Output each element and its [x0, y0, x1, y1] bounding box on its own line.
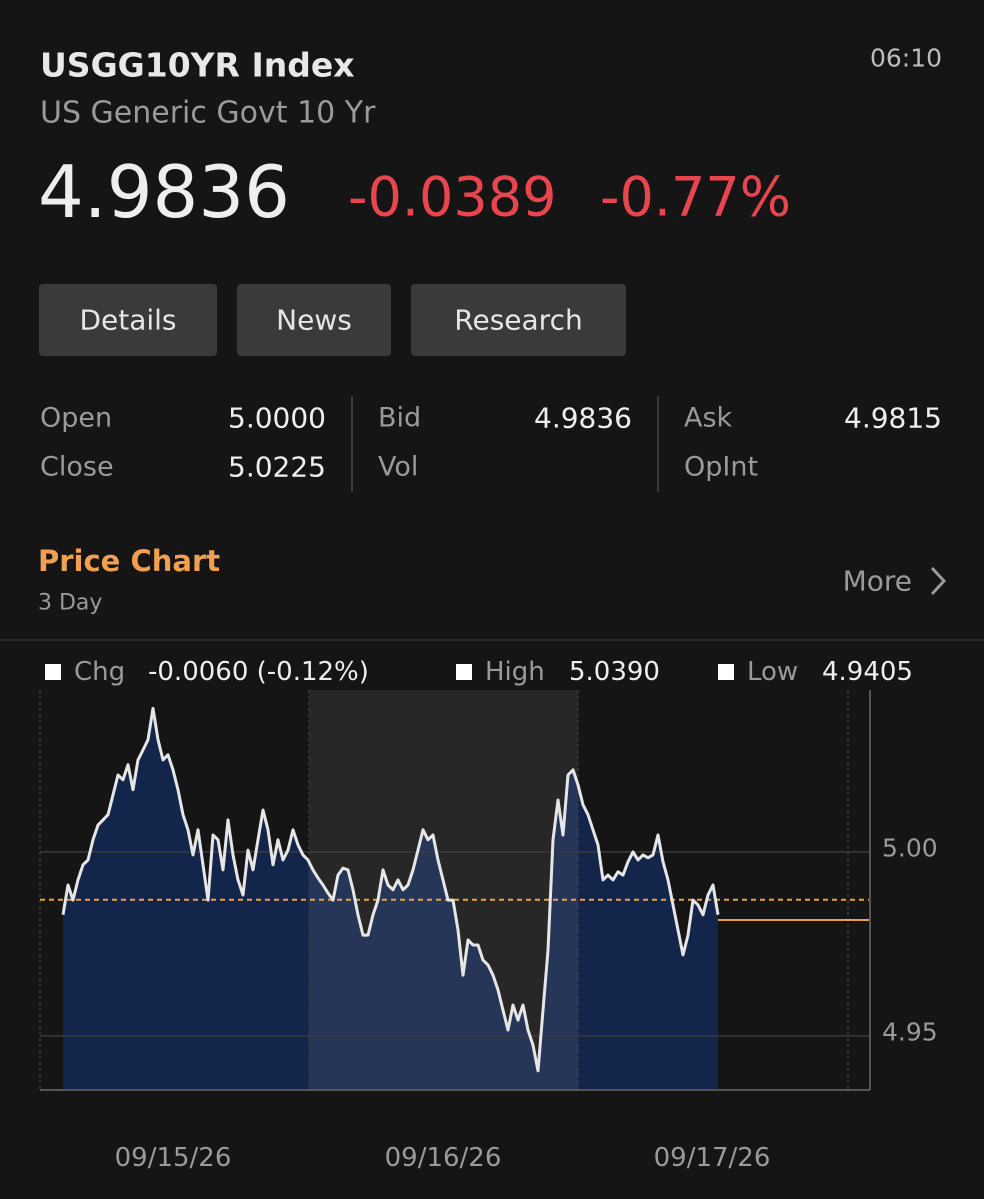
change-pct: -0.77%	[600, 166, 791, 229]
tab-label[interactable]: Details	[79, 304, 176, 337]
tab-label[interactable]: News	[276, 304, 352, 337]
stat-value: 5.0390	[569, 657, 660, 687]
stat-value: -0.0060 (-0.12%)	[148, 657, 369, 687]
price: 4.9836	[38, 150, 290, 234]
quote-label: Ask	[684, 403, 733, 434]
x-tick-label: 09/17/26	[654, 1143, 771, 1173]
quote-value: 5.0000	[228, 402, 326, 435]
legend-swatch	[718, 664, 734, 680]
quote-value: 5.0225	[228, 451, 326, 484]
price-line	[61, 706, 720, 1073]
time: 06:10	[870, 44, 942, 73]
quote-label: Close	[40, 452, 114, 483]
chevron[interactable]	[930, 566, 947, 596]
more-link[interactable]: More	[843, 565, 912, 598]
stat-label: Chg	[74, 657, 125, 687]
x-tick-label: 09/16/26	[385, 1143, 502, 1173]
description: US Generic Govt 10 Yr	[40, 96, 376, 131]
quote-value: 4.9815	[844, 402, 942, 435]
quote-label: Open	[40, 403, 112, 434]
stat-label: High	[485, 657, 545, 687]
y-tick-label: 4.95	[882, 1017, 938, 1046]
tab-button[interactable]	[39, 284, 217, 356]
section-title: Price Chart	[38, 544, 220, 578]
stat-label: Low	[747, 657, 798, 687]
legend-swatch	[45, 664, 61, 680]
area	[63, 708, 718, 1090]
quote-label: Bid	[378, 403, 421, 434]
symbol: USGG10YR Index	[40, 46, 355, 85]
stat-value: 4.9405	[822, 657, 913, 687]
session-shade	[309, 690, 578, 1090]
tab-label[interactable]: Research	[454, 304, 582, 337]
period: 3 Day	[38, 591, 102, 616]
y-tick-label: 5.00	[882, 833, 938, 862]
quote-label: Vol	[378, 452, 418, 483]
change: -0.0389	[348, 166, 556, 229]
tab-button[interactable]	[237, 284, 391, 356]
x-tick-label: 09/15/26	[115, 1143, 232, 1173]
quote-value: 4.9836	[534, 402, 632, 435]
tab-button[interactable]	[411, 284, 626, 356]
legend-swatch	[456, 664, 472, 680]
quote-label: OpInt	[684, 452, 758, 483]
